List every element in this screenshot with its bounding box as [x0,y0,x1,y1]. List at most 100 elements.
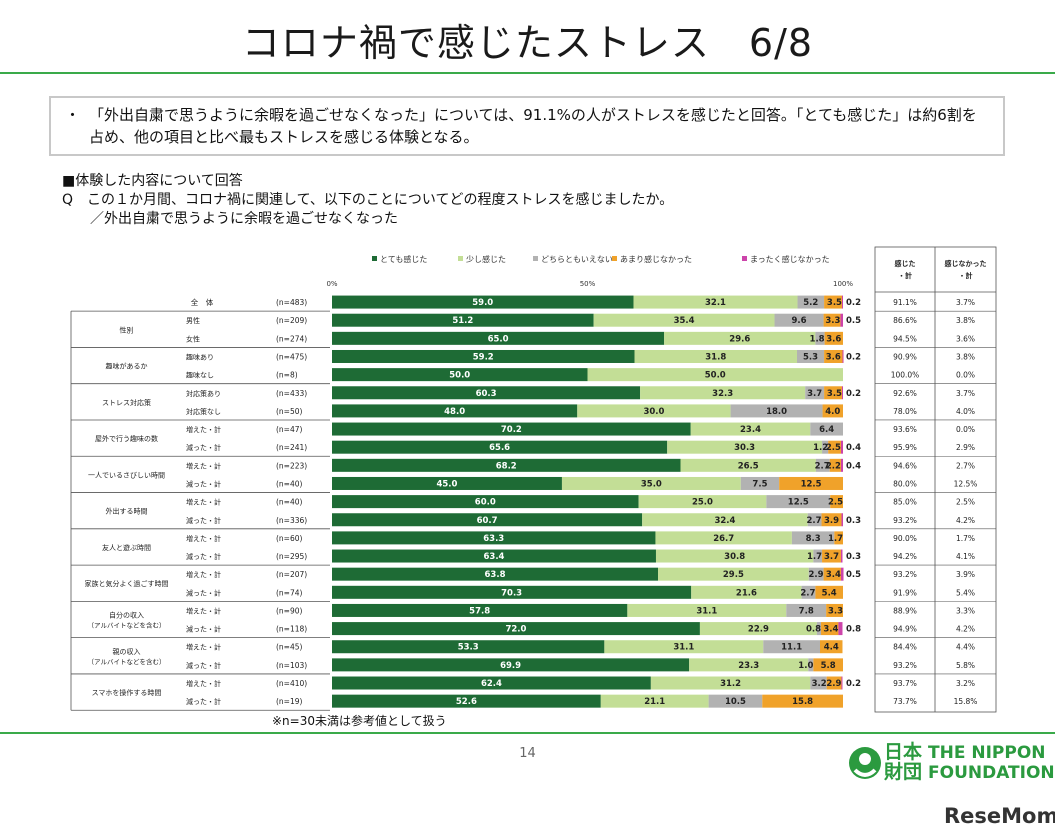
table-cell-felt: 93.2% [893,661,917,670]
table-cell-felt: 91.9% [893,588,917,597]
bar-data-label: 59.0 [472,298,493,308]
table-cell-felt: 92.6% [893,389,917,398]
bar-segment [332,295,634,309]
row-label: 増えた・計 [186,570,221,579]
group-label: 親の収入 [113,647,141,656]
bar-segment [640,386,806,400]
legend-label-4: あまり感じなかった [620,254,692,264]
bar-data-label: 0.3 [846,516,861,526]
bar-data-label: 63.8 [485,570,506,580]
bar-segment [332,458,681,472]
row-n: (n=223) [276,461,307,470]
bar-data-label: 53.3 [458,643,479,653]
table-header-line-2: ・計 [898,271,912,280]
table-cell-not-felt: 4.4% [956,643,975,652]
legend-swatch-4 [612,256,617,261]
bar-segment [332,658,690,672]
group-label: 友人と遊ぶ時間 [102,543,151,552]
bar-segment [638,495,767,509]
bar-data-label: 63.3 [483,534,504,544]
bar-data-label: 9.6 [792,316,807,326]
bar-data-label: 31.1 [673,643,694,653]
bar-data-label: 57.8 [469,606,490,616]
bar-segment [823,313,841,327]
bar-segment [332,386,641,400]
bar-segment [708,694,763,708]
bar-data-label: 0.5 [846,316,861,326]
bar-data-label: 51.2 [452,316,473,326]
row-n: (n=40) [276,479,303,488]
legend-label-3: どちらともいえない [541,255,613,264]
page-title: コロナ禍で感じたストレス 6/8 [241,21,814,65]
bar-data-label: 35.0 [641,479,662,489]
bar-data-label: 31.1 [696,606,717,616]
bar-segment [762,694,843,708]
row-label: 減った・計 [186,697,221,706]
bar-data-label: 2.5 [828,498,843,508]
bar-data-label: 29.5 [723,570,744,580]
bar-segment [834,531,843,545]
bar-data-label: 2.9 [809,570,824,580]
row-label: 減った・計 [186,588,221,597]
group-label: 一人でいるさびしい時間 [88,471,165,479]
bar-data-label: 3.3 [828,606,843,616]
axis-tick-label: 100% [833,280,853,288]
bar-segment [815,585,843,599]
page-number: 14 [519,746,536,761]
bar-data-label: 0.8 [846,625,861,635]
bar-segment [808,658,814,672]
bar-data-label: 65.6 [489,443,510,453]
bar-segment [332,476,562,490]
bar-segment [763,640,821,654]
bar-segment [824,386,842,400]
bar-segment [841,295,843,309]
legend-swatch-5 [742,256,747,261]
bar-data-label: 5.3 [803,352,818,362]
bar-segment [824,349,843,363]
bar-segment [577,404,731,418]
bar-segment [774,313,824,327]
bar-segment [786,603,827,617]
row-label: 増えた・計 [186,461,221,470]
bar-segment [830,495,843,509]
table-cell-not-felt: 3.8% [956,316,975,325]
logo-english-line-2: FOUNDATION [928,763,1055,783]
bar-segment [826,603,843,617]
bar-data-label: 3.7 [824,552,839,562]
bar-data-label: 0.4 [846,461,861,471]
bar-data-label: 3.5 [827,389,842,399]
bar-segment [332,440,668,454]
row-label: 増えた・計 [186,679,221,688]
bar-data-label: 12.5 [788,498,809,508]
bar-segment [332,694,601,708]
bar-data-label: 15.8 [792,697,813,707]
title-divider [0,72,1055,74]
bar-segment [658,567,809,581]
bar-data-label: 70.3 [501,588,522,598]
row-label: 減った・計 [186,552,221,561]
bar-data-label: 26.7 [713,534,734,544]
table-cell-not-felt: 4.1% [956,552,975,561]
table-cell-not-felt: 15.8% [954,697,978,706]
group-label: 屋外で行う趣味の数 [95,434,158,443]
bar-segment [655,549,814,563]
table-cell-felt: 94.9% [893,625,917,634]
row-label: 増えた・計 [186,606,221,615]
row-n: (n=19) [276,697,303,706]
bar-segment [815,331,825,345]
bar-segment [332,331,665,345]
row-n: (n=47) [276,425,303,434]
row-n: (n=40) [276,498,303,507]
table-cell-not-felt: 2.9% [956,443,975,452]
group-label: 性別 [120,325,134,334]
bar-segment [822,549,841,563]
table-cell-felt: 94.2% [893,552,917,561]
bar-segment [838,622,843,636]
bar-segment [840,567,844,581]
bar-data-label: 29.6 [729,334,750,344]
table-cell-not-felt: 0.0% [956,371,975,380]
bar-data-label: 22.9 [748,625,769,635]
row-n: (n=433) [276,389,307,398]
bar-segment [691,585,802,599]
bar-data-label: 3.3 [825,316,840,326]
